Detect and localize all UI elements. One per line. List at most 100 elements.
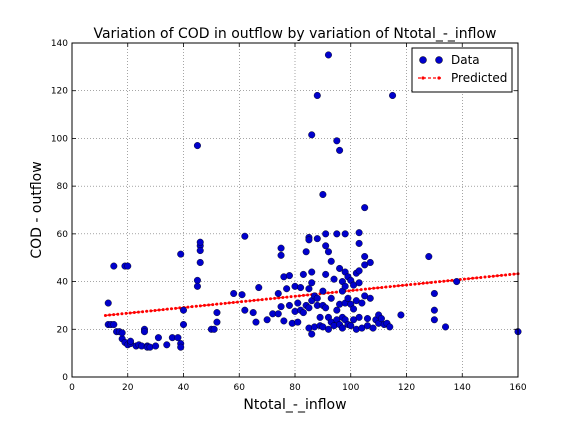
predicted-marker — [405, 283, 408, 286]
data-point — [297, 284, 304, 291]
predicted-marker — [496, 274, 499, 277]
data-point — [214, 309, 221, 316]
data-point — [105, 300, 112, 307]
data-point — [283, 285, 290, 292]
predicted-marker — [467, 277, 470, 280]
y-tick-label: 80 — [57, 182, 69, 192]
predicted-marker — [191, 305, 194, 308]
predicted-marker — [500, 274, 503, 277]
data-point — [152, 343, 159, 350]
predicted-marker — [199, 304, 202, 307]
predicted-marker — [372, 287, 375, 290]
data-point — [308, 279, 315, 286]
predicted-marker — [376, 286, 379, 289]
data-point — [431, 307, 438, 314]
predicted-marker — [153, 309, 156, 312]
x-tick-label: 60 — [234, 383, 246, 393]
data-point — [308, 269, 315, 276]
data-point — [294, 300, 301, 307]
data-point — [320, 288, 327, 295]
predicted-marker — [228, 301, 231, 304]
data-point — [278, 252, 285, 259]
predicted-marker — [252, 299, 255, 302]
predicted-marker — [236, 301, 239, 304]
data-point — [194, 283, 201, 290]
predicted-marker — [298, 294, 301, 297]
data-point — [197, 239, 204, 246]
data-point — [345, 295, 352, 302]
predicted-marker — [244, 300, 247, 303]
data-point — [300, 309, 307, 316]
y-tick-label: 140 — [51, 39, 68, 49]
data-point — [370, 325, 377, 332]
data-point — [320, 191, 327, 198]
predicted-marker — [409, 283, 412, 286]
data-point — [111, 321, 118, 328]
predicted-marker — [327, 291, 330, 294]
data-point — [253, 319, 260, 326]
predicted-marker — [133, 311, 136, 314]
predicted-marker — [335, 291, 338, 294]
predicted-marker — [331, 291, 334, 294]
y-tick-label: 120 — [51, 87, 68, 97]
predicted-marker — [401, 284, 404, 287]
predicted-marker — [471, 277, 474, 280]
data-point — [328, 295, 335, 302]
data-point — [308, 331, 315, 338]
predicted-marker — [488, 275, 491, 278]
data-point — [453, 278, 460, 285]
x-tick-label: 20 — [122, 383, 134, 393]
predicted-marker — [137, 311, 140, 314]
data-point — [175, 334, 182, 341]
data-point — [111, 263, 118, 270]
x-tick-label: 160 — [509, 383, 526, 393]
predicted-marker — [112, 313, 115, 316]
predicted-marker — [479, 276, 482, 279]
data-point — [264, 316, 271, 323]
predicted-marker — [356, 288, 359, 291]
data-point — [306, 285, 313, 292]
data-point — [197, 247, 204, 254]
predicted-marker — [475, 276, 478, 279]
data-point — [275, 310, 282, 317]
data-point — [334, 307, 341, 314]
predicted-marker — [368, 287, 371, 290]
predicted-marker — [125, 312, 128, 315]
data-point — [278, 303, 285, 310]
data-point — [230, 290, 237, 297]
data-point — [334, 138, 341, 145]
data-point — [278, 245, 285, 252]
x-tick-label: 120 — [398, 383, 415, 393]
data-point — [300, 271, 307, 278]
data-point — [194, 142, 201, 149]
predicted-marker — [434, 281, 437, 284]
data-point — [331, 276, 338, 283]
x-axis-label: Ntotal_-_inflow — [243, 397, 346, 413]
predicted-marker — [215, 303, 218, 306]
predicted-marker — [508, 273, 511, 276]
x-tick-label: 100 — [342, 383, 359, 393]
data-point — [325, 52, 332, 59]
predicted-marker — [240, 300, 243, 303]
predicted-marker — [450, 279, 453, 282]
data-point — [336, 265, 343, 272]
predicted-marker — [224, 302, 227, 305]
predicted-marker — [149, 309, 152, 312]
predicted-marker — [306, 293, 309, 296]
legend-predicted-marker — [421, 76, 424, 79]
predicted-marker — [129, 311, 132, 314]
chart-title: Variation of COD in outflow by variation… — [93, 26, 496, 42]
data-point — [398, 312, 405, 319]
data-point — [389, 92, 396, 99]
predicted-marker — [483, 276, 486, 279]
predicted-marker — [141, 310, 144, 313]
data-point — [359, 300, 366, 307]
data-point — [255, 284, 262, 291]
data-point — [356, 229, 363, 236]
predicted-marker — [248, 299, 251, 302]
data-point — [119, 330, 126, 337]
predicted-marker — [257, 299, 260, 302]
x-tick-label: 0 — [69, 383, 75, 393]
predicted-marker — [166, 308, 169, 311]
